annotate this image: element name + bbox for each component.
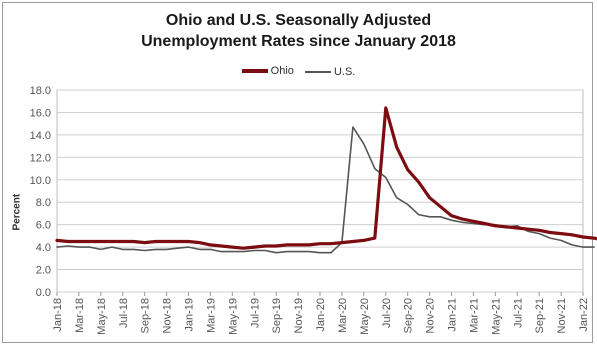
y-tick-label: 6.0 (36, 220, 51, 232)
x-tick-label: Nov-21 (556, 298, 568, 333)
legend-item-us: U.S. (304, 66, 356, 78)
y-tick-label: 14.0 (30, 130, 51, 142)
x-tick-label: Jan-20 (315, 298, 327, 332)
x-tick-label: May-20 (359, 298, 371, 335)
x-tick-label: Sep-20 (403, 298, 415, 333)
x-tick-label: Jul-21 (512, 298, 524, 328)
chart-legend: Ohio U.S. (0, 64, 597, 78)
y-tick-label: 10.0 (30, 175, 51, 187)
x-tick-label: Jan-19 (184, 298, 196, 332)
y-tick-label: 16.0 (30, 107, 51, 119)
legend-swatch-us (304, 71, 331, 73)
legend-swatch-ohio (241, 69, 268, 73)
series-line-us (56, 126, 595, 254)
x-tick-label: May-19 (227, 298, 239, 335)
x-tick-label: Jul-19 (249, 298, 261, 328)
x-tick-label: May-18 (96, 298, 108, 335)
legend-label-us: U.S. (333, 66, 356, 78)
x-tick-label: Sep-19 (271, 298, 283, 333)
chart-frame (2, 2, 593, 343)
x-tick-label: Sep-21 (534, 298, 546, 333)
chart-title-line-2: Unemployment Rates since January 2018 (141, 33, 456, 50)
x-tick-label: Nov-20 (425, 298, 437, 333)
x-tick-label: Mar-19 (205, 298, 217, 333)
y-tick-label: 2.0 (36, 265, 51, 277)
x-tick-label: Jan-21 (447, 298, 459, 332)
x-tick-label: Mar-21 (468, 298, 480, 333)
x-tick-label: Sep-18 (140, 298, 152, 333)
x-tick-label: Mar-20 (337, 298, 349, 333)
y-tick-label: 18.0 (30, 85, 51, 97)
y-tick-label: 8.0 (36, 197, 51, 209)
series-line-ohio (55, 106, 597, 250)
x-tick-label: Jul-18 (118, 298, 130, 328)
x-tick-label: Nov-19 (293, 298, 305, 333)
x-tick-label: May-21 (490, 298, 502, 335)
y-tick-label: 0.0 (36, 287, 51, 299)
legend-label-ohio: Ohio (270, 65, 294, 77)
x-tick-label: Jan-18 (52, 298, 64, 332)
y-tick-label: 4.0 (36, 242, 51, 254)
x-tick-label: Mar-18 (74, 298, 86, 333)
x-tick-label: Nov-18 (162, 298, 174, 333)
plot-area (56, 89, 584, 293)
x-tick-label: Jul-20 (381, 298, 393, 328)
legend-item-ohio: Ohio (241, 65, 294, 77)
chart-title-line-1: Ohio and U.S. Seasonally Adjusted (165, 12, 432, 29)
x-tick-label: Jan-22 (578, 298, 590, 332)
y-tick-label: 12.0 (30, 152, 51, 164)
